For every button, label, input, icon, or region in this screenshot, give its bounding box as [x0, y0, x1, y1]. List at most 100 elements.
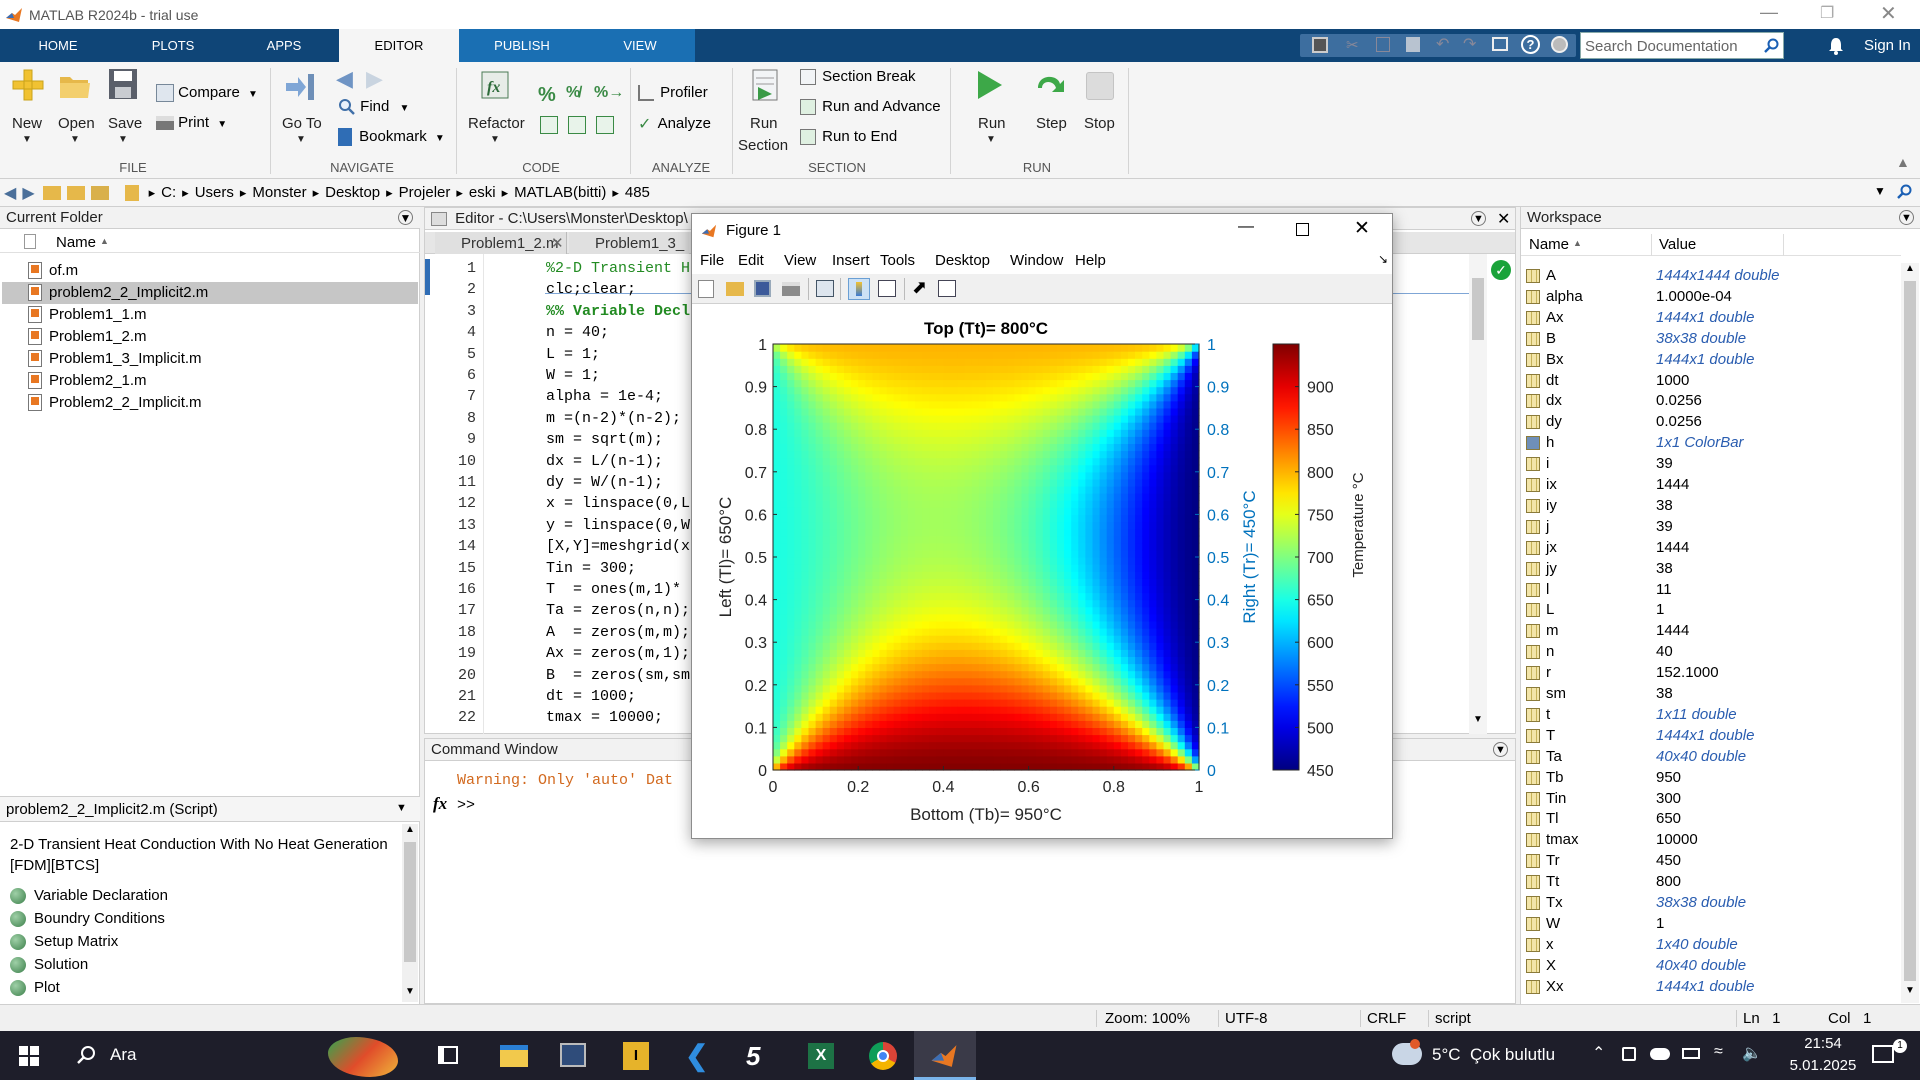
workspace-variable-row[interactable]: dt 1000 — [1526, 371, 1896, 392]
workspace-variable-row[interactable]: Xx 1444x1 double — [1526, 977, 1896, 998]
path-search-icon[interactable] — [1896, 184, 1912, 200]
workspace-variable-row[interactable]: r 152.1000 — [1526, 663, 1896, 684]
stop-button[interactable]: Stop — [1080, 68, 1122, 138]
code-line[interactable]: dx = L/(n-1); — [546, 452, 664, 470]
code-line[interactable]: Tin = 300; — [546, 559, 637, 577]
workspace-variable-row[interactable]: jy 38 — [1526, 559, 1896, 580]
paste-icon[interactable] — [1406, 37, 1420, 52]
current-folder-menu-icon[interactable]: ▼ — [398, 210, 413, 225]
file-item[interactable]: Problem2_1.m — [49, 372, 147, 389]
variable-value[interactable]: 1x11 double — [1656, 705, 1737, 723]
nav-forward-icon[interactable]: ▶ — [22, 184, 35, 202]
workspace-variable-row[interactable]: Tx 38x38 double — [1526, 893, 1896, 914]
file-item[interactable]: Problem1_1.m — [49, 306, 147, 323]
editor-scrollbar[interactable]: ▼ — [1469, 254, 1487, 734]
go-to-button[interactable]: Go To ▼ — [278, 72, 328, 158]
workspace-variable-row[interactable]: dy 0.0256 — [1526, 412, 1896, 433]
variable-value[interactable]: 1x1 ColorBar — [1656, 434, 1744, 452]
code-line[interactable]: y = linspace(0,W — [546, 516, 691, 534]
switch-windows-icon[interactable] — [1492, 37, 1508, 51]
workspace-variable-row[interactable]: Bx 1444x1 double — [1526, 350, 1896, 371]
figure-title-bar[interactable]: Figure 1 — ✕ — [692, 214, 1392, 248]
workspace-variable-row[interactable]: j 39 — [1526, 517, 1896, 538]
excel-icon[interactable]: X — [808, 1043, 834, 1069]
code-section-item[interactable]: Plot — [34, 979, 60, 996]
variable-value[interactable]: 1444x1444 double — [1656, 267, 1780, 284]
workspace-column-header[interactable]: Name ▲ Value — [1521, 234, 1901, 256]
figure-menu-view[interactable]: View — [784, 252, 817, 269]
code-analyzer-ok-icon[interactable]: ✓ — [1491, 260, 1511, 280]
workspace-variable-row[interactable]: Ax 1444x1 double — [1526, 308, 1896, 329]
code-section-item[interactable]: Boundry Conditions — [34, 910, 165, 927]
workspace-variable-row[interactable]: B 38x38 double — [1526, 329, 1896, 350]
windows-start-icon[interactable] — [19, 1046, 39, 1066]
details-collapse-icon[interactable]: ▼ — [396, 802, 407, 814]
wifi-icon[interactable]: ≈ — [1714, 1043, 1723, 1060]
figure-close-button[interactable]: ✕ — [1354, 218, 1370, 239]
code-line[interactable]: B = zeros(sm,sm — [546, 666, 691, 684]
figure-minimize-button[interactable]: — — [1238, 218, 1254, 235]
variable-value[interactable]: 1444x1 double — [1656, 350, 1755, 368]
code-line[interactable]: Ta = zeros(n,n); — [546, 602, 691, 620]
run-to-end-button[interactable]: Run to End — [800, 128, 940, 150]
path-segment[interactable]: 485 — [624, 184, 650, 201]
editor-close-icon[interactable]: ✕ — [1497, 211, 1511, 228]
workspace-variable-row[interactable]: iy 38 — [1526, 496, 1896, 517]
variable-value[interactable]: 1444x1 double — [1656, 977, 1755, 995]
fig-save-icon[interactable] — [754, 280, 771, 297]
print-button[interactable]: Print ▼ — [156, 114, 246, 136]
figure-menu-file[interactable]: File — [700, 252, 725, 269]
find-button[interactable]: Find ▼ — [338, 98, 418, 120]
code-line[interactable]: %% Variable Decl — [546, 302, 691, 320]
code-line[interactable]: W = 1; — [546, 367, 601, 384]
workspace-variable-row[interactable]: A 1444x1444 double — [1526, 266, 1896, 287]
new-button[interactable]: New ▼ — [8, 68, 48, 158]
compare-button[interactable]: Compare ▼ — [156, 84, 260, 106]
workspace-menu-icon[interactable]: ▼ — [1899, 210, 1914, 225]
variable-value[interactable]: 1444x1 double — [1656, 308, 1755, 326]
snipping-tool-icon[interactable] — [560, 1043, 586, 1067]
path-dropdown-icon[interactable]: ▼ — [1874, 184, 1886, 198]
workspace-variable-row[interactable]: Tt 800 — [1526, 872, 1896, 893]
code-line[interactable]: sm = sqrt(m); — [546, 431, 664, 449]
fx-function-browser-icon[interactable]: fx — [433, 794, 448, 813]
chrome-icon[interactable] — [869, 1042, 897, 1070]
code-line[interactable]: T = ones(m,1)* — [546, 581, 682, 598]
run-button[interactable]: Run ▼ — [960, 68, 1020, 158]
clock-time[interactable]: 21:54 — [1804, 1035, 1842, 1052]
refactor-dropdown-icon[interactable]: ▼ — [490, 134, 500, 145]
code-line[interactable]: dt = 1000; — [546, 688, 637, 705]
workspace-variable-row[interactable]: Tin 300 — [1526, 789, 1896, 810]
up-folder-icon[interactable] — [42, 185, 61, 200]
onedrive-icon[interactable] — [1650, 1048, 1670, 1060]
uncomment-percent-icon[interactable]: %̸ — [566, 84, 581, 101]
bookmark-button[interactable]: Bookmark ▼ — [338, 128, 450, 150]
figure-menu-desktop[interactable]: Desktop — [935, 252, 991, 269]
variable-value[interactable]: 38x38 double — [1656, 894, 1747, 911]
save-dropdown-icon[interactable]: ▼ — [118, 134, 128, 145]
sign-in-link[interactable]: Sign In — [1864, 37, 1911, 54]
tab-publish[interactable]: PUBLISH — [459, 29, 585, 62]
code-line[interactable]: [X,Y]=meshgrid(x — [546, 538, 691, 556]
code-section-item[interactable]: Variable Declaration — [34, 887, 168, 904]
variable-value[interactable]: 40x40 double — [1656, 747, 1747, 765]
open-dropdown-icon[interactable]: ▼ — [70, 134, 80, 145]
go-to-dropdown-icon[interactable]: ▼ — [296, 134, 306, 145]
fig-open-icon[interactable] — [726, 282, 744, 296]
command-window-menu-icon[interactable]: ▼ — [1493, 742, 1508, 757]
new-dropdown-icon[interactable]: ▼ — [22, 134, 32, 145]
editor-menu-icon[interactable]: ▼ — [1471, 211, 1486, 226]
code-line[interactable]: alpha = 1e-4; — [546, 388, 664, 406]
figure-menu-window[interactable]: Window — [1010, 252, 1064, 269]
run-dropdown-icon[interactable]: ▼ — [986, 134, 996, 145]
editor-tab-close-icon[interactable]: ✕ — [551, 235, 564, 252]
volume-icon[interactable]: 🔈 — [1742, 1045, 1762, 1062]
pro-app-icon[interactable]: I — [623, 1042, 649, 1070]
variable-value[interactable]: 1444x1 double — [1656, 726, 1755, 744]
collapse-ribbon-icon[interactable]: ▲ — [1896, 154, 1910, 170]
fig-new-icon[interactable] — [698, 280, 714, 298]
workspace-variable-row[interactable]: Ta 40x40 double — [1526, 747, 1896, 768]
workspace-variable-row[interactable]: m 1444 — [1526, 621, 1896, 642]
path-segment[interactable]: C: — [161, 184, 177, 201]
